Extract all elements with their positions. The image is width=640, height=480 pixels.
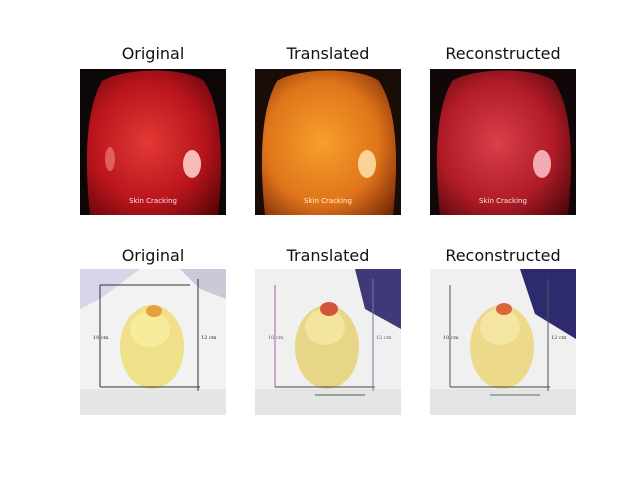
row1-title-reconstructed: Reconstructed <box>445 44 561 63</box>
row1-reconstructed-caption: Skin Cracking <box>479 197 527 205</box>
row1-translated-caption: Skin Cracking <box>304 197 352 205</box>
row1-translated-image: Skin Cracking <box>255 69 401 215</box>
row2-original-image: 10 cm 12 cm <box>80 269 226 415</box>
row1-reconstructed-image: Skin Cracking <box>430 69 576 215</box>
row2-title-reconstructed: Reconstructed <box>445 246 561 265</box>
row2-reconstructed-image: 10 cm 12 cm <box>430 269 576 415</box>
row1-original-image: Skin Cracking <box>80 69 226 215</box>
row2-translated-image: 10 cm 12 cm <box>255 269 401 415</box>
row2-measure-left: 10 cm <box>93 335 109 341</box>
row1-title-original: Original <box>121 44 185 63</box>
row2-title-translated: Translated <box>286 246 370 265</box>
row2-title-original: Original <box>121 246 185 265</box>
row2-translated-measure-right: 12 cm <box>376 335 392 341</box>
row2-measure-right: 12 cm <box>201 335 217 341</box>
row1-caption: Skin Cracking <box>129 197 177 205</box>
row2-translated-measure-left: 10 cm <box>268 335 284 341</box>
row2-reconstructed-measure-right: 12 cm <box>551 335 567 341</box>
row1-title-translated: Translated <box>286 44 370 63</box>
row2-reconstructed-measure-left: 10 cm <box>443 335 459 341</box>
